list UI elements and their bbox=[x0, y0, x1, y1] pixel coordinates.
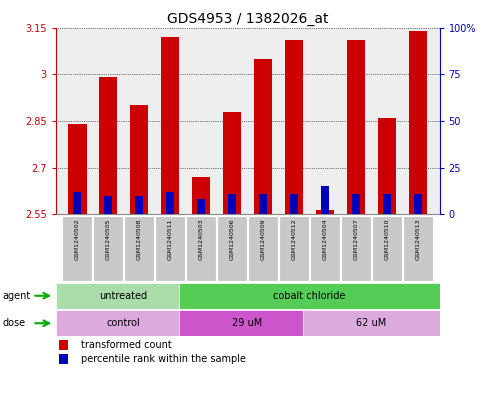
Bar bbox=[378, 118, 396, 214]
Bar bbox=[166, 192, 174, 214]
Text: GSM1240507: GSM1240507 bbox=[354, 218, 358, 260]
Bar bbox=[352, 194, 360, 214]
Bar bbox=[130, 105, 148, 214]
Bar bbox=[155, 216, 185, 281]
Bar bbox=[413, 194, 422, 214]
Bar bbox=[372, 216, 402, 281]
Bar bbox=[303, 310, 440, 336]
Bar bbox=[186, 216, 216, 281]
Text: GSM1240504: GSM1240504 bbox=[323, 218, 327, 260]
Bar bbox=[341, 216, 371, 281]
Text: GSM1240513: GSM1240513 bbox=[415, 218, 420, 260]
Bar bbox=[347, 40, 365, 214]
Bar bbox=[259, 194, 267, 214]
Text: transformed count: transformed count bbox=[81, 340, 171, 350]
Bar bbox=[279, 216, 309, 281]
Bar bbox=[316, 209, 334, 214]
Bar bbox=[248, 216, 278, 281]
Bar bbox=[192, 177, 211, 214]
Text: untreated: untreated bbox=[99, 291, 148, 301]
Text: GSM1240511: GSM1240511 bbox=[168, 218, 172, 260]
Bar bbox=[104, 195, 113, 214]
Bar bbox=[228, 194, 236, 214]
Bar bbox=[383, 194, 391, 214]
Text: GSM1240503: GSM1240503 bbox=[199, 218, 204, 260]
Bar bbox=[217, 216, 247, 281]
Bar bbox=[56, 310, 192, 336]
Bar bbox=[161, 37, 179, 214]
Bar bbox=[409, 31, 427, 214]
Text: agent: agent bbox=[2, 291, 30, 301]
Text: cobalt chloride: cobalt chloride bbox=[273, 291, 346, 301]
Text: 29 uM: 29 uM bbox=[232, 318, 263, 328]
Bar bbox=[197, 199, 205, 214]
Text: GSM1240509: GSM1240509 bbox=[260, 218, 266, 260]
Bar bbox=[93, 216, 123, 281]
Title: GDS4953 / 1382026_at: GDS4953 / 1382026_at bbox=[167, 13, 328, 26]
Bar bbox=[99, 77, 117, 214]
Bar bbox=[59, 340, 68, 351]
Text: GSM1240505: GSM1240505 bbox=[106, 218, 111, 260]
Bar bbox=[59, 354, 68, 364]
Bar bbox=[321, 186, 329, 214]
Bar bbox=[223, 112, 242, 214]
Text: 62 uM: 62 uM bbox=[356, 318, 386, 328]
Text: percentile rank within the sample: percentile rank within the sample bbox=[81, 354, 245, 364]
Bar bbox=[290, 194, 298, 214]
Bar bbox=[56, 283, 192, 309]
Bar bbox=[254, 59, 272, 214]
Text: control: control bbox=[107, 318, 141, 328]
Text: GSM1240506: GSM1240506 bbox=[229, 218, 235, 260]
Bar bbox=[73, 192, 82, 214]
Bar bbox=[284, 40, 303, 214]
Bar bbox=[179, 310, 316, 336]
Bar bbox=[403, 216, 433, 281]
Bar bbox=[62, 216, 92, 281]
Bar bbox=[124, 216, 154, 281]
Text: GSM1240502: GSM1240502 bbox=[75, 218, 80, 260]
Text: GSM1240510: GSM1240510 bbox=[384, 218, 389, 260]
Bar bbox=[310, 216, 340, 281]
Text: dose: dose bbox=[2, 318, 26, 328]
Bar bbox=[179, 283, 440, 309]
Text: GSM1240508: GSM1240508 bbox=[137, 218, 142, 260]
Text: GSM1240512: GSM1240512 bbox=[291, 218, 297, 260]
Bar bbox=[68, 124, 86, 214]
Bar bbox=[135, 195, 143, 214]
